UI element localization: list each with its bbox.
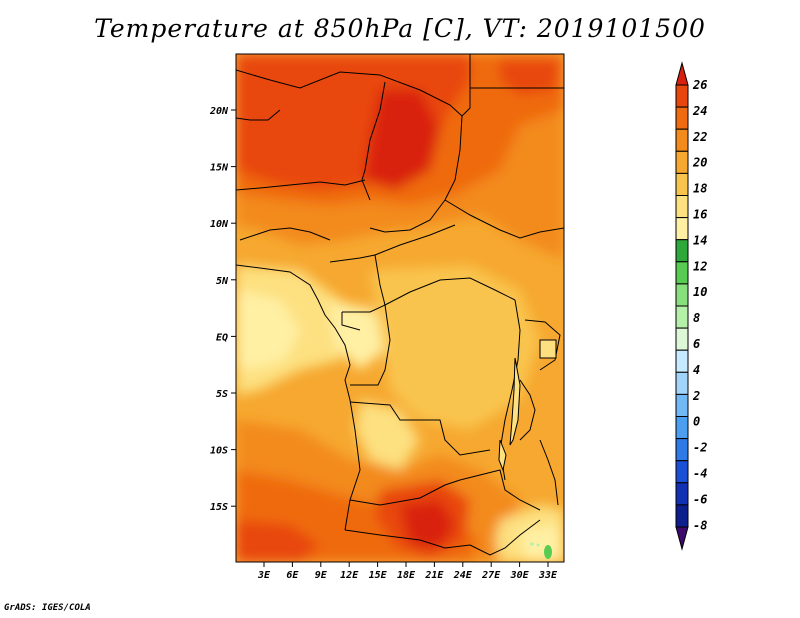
colorbar-top-cap [675,61,689,86]
colorbar-segment [675,349,689,373]
colorbar-segment [675,305,689,329]
lat-tick-label: 15S [210,502,228,513]
lat-tick-label: 10N [210,219,229,230]
colorbar-label: -4 [693,467,707,481]
colorbar-label: 6 [693,337,700,351]
colorbar-label: 0 [693,415,700,429]
colorbar-segment [675,460,689,484]
colorbar-bottom-cap [675,526,689,551]
colorbar-label: 24 [692,104,707,118]
grads-credit: GrADS: IGES/COLA [4,603,91,613]
colorbar-segment [675,261,689,285]
lon-tick-label: 27E [481,570,501,581]
colorbar-label: -8 [693,518,707,532]
colorbar-segment [675,195,689,219]
colorbar-segment [675,239,689,263]
lat-tick-label: 10S [210,446,228,457]
temperature-field [236,54,564,562]
lat-tick-label: EQ [216,332,228,343]
colorbar-label: 16 [693,208,707,222]
colorbar-segment [675,172,689,196]
colorbar-label: 26 [692,78,707,92]
lat-tick-label: 5N [216,276,229,287]
colorbar-segment [675,393,689,417]
map-title: Temperature at 850hPa [C], VT: 201910150… [94,14,706,43]
lon-tick-label: 6E [286,570,299,581]
colorbar-label: 20 [692,156,707,170]
colorbar-label: 2 [692,389,700,403]
map-frame [235,53,565,563]
colorbar-segment [675,106,689,130]
lon-tick-label: 24E [453,570,473,581]
colorbar-label: 14 [693,233,707,247]
lon-tick-label: 30E [510,570,530,581]
colorbar-segment [675,217,689,241]
colorbar-segment [675,504,689,528]
lon-tick-label: 3E [257,570,271,581]
colorbar-segment [675,150,689,174]
longitude-axis: 3E 6E 9E 12E 15E 18E 21E 24E 27E 30E 33E [257,562,558,581]
lon-tick-label: 12E [340,570,359,581]
lon-tick-label: 9E [315,570,328,581]
lat-tick-label: 5S [216,389,228,400]
colorbar-label: -6 [693,492,707,506]
colorbar-segment [675,416,689,440]
colorbar-label: 18 [693,182,707,196]
colorbar-label: 12 [693,259,707,273]
colorbar-label: -2 [693,441,707,455]
colorbar-label: 10 [693,285,707,299]
colorbar-segment [675,128,689,152]
colorbar-label: 22 [692,130,707,144]
latitude-axis: 20N 15N 10N 5N EQ 5S 10S 15S [209,106,236,513]
lon-tick-label: 15E [369,570,388,581]
colorbar-segment [675,438,689,462]
colorbar-label: 4 [693,363,700,377]
colorbar-segment [675,482,689,506]
colorbar-segment [675,327,689,351]
lat-tick-label: 15N [210,163,229,174]
colorbar-label: 8 [693,311,700,325]
lon-tick-label: 18E [397,570,416,581]
colorbar-segment [675,371,689,395]
colorbar-segment [675,283,689,307]
lon-tick-label: 21E [424,570,444,581]
lat-tick-label: 20N [209,106,229,117]
lon-tick-label: 33E [538,570,558,581]
colorbar-segment [675,84,689,108]
